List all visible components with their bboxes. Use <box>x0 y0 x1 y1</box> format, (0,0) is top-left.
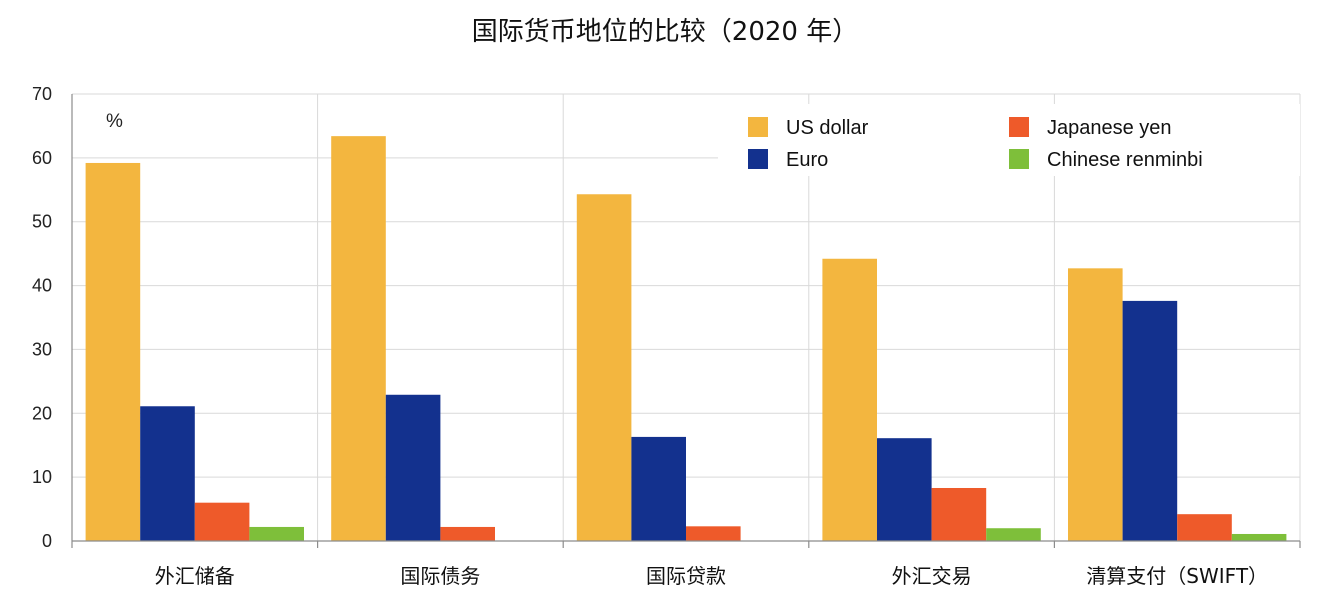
legend-swatch <box>1009 149 1029 169</box>
legend-swatch <box>1009 117 1029 137</box>
x-category-label: 外汇储备 <box>155 564 235 588</box>
bar <box>1122 300 1178 541</box>
y-tick-label: 40 <box>32 276 52 296</box>
x-axis-labels: 外汇储备 国际债务 国际贷款 外汇交易 清算支付（SWIFT） <box>155 564 1268 588</box>
legend-label: Japanese yen <box>1047 117 1172 139</box>
y-tick-label: 20 <box>32 403 52 423</box>
legend-swatch <box>748 117 768 137</box>
y-tick-label: 0 <box>42 531 52 551</box>
legend-label: Euro <box>786 149 828 171</box>
x-category-label: 外汇交易 <box>892 564 972 588</box>
y-tick-label: 70 <box>32 84 52 104</box>
bar <box>440 526 495 541</box>
bar <box>140 406 195 541</box>
bar <box>986 528 1041 541</box>
legend: US dollar Euro Japanese yen Chinese renminb… <box>718 104 1300 176</box>
bar <box>877 438 932 541</box>
bar <box>1177 514 1232 541</box>
bar <box>822 258 877 541</box>
bar <box>85 162 141 542</box>
bar <box>331 136 386 541</box>
legend-label: Chinese renminbi <box>1047 149 1203 171</box>
unit-label: % <box>106 111 123 132</box>
x-category-label: 国际贷款 <box>646 564 726 588</box>
y-tick-label: 50 <box>32 212 52 232</box>
bar <box>686 526 741 541</box>
bar <box>631 436 686 541</box>
bar <box>576 194 632 541</box>
chart-title: 国际货币地位的比较（2020 年） <box>472 17 858 47</box>
bar <box>194 502 250 541</box>
x-category-label: 清算支付（SWIFT） <box>1086 564 1268 588</box>
bar <box>931 487 987 541</box>
y-tick-label: 10 <box>32 467 52 487</box>
y-axis-ticks: 0 10 20 30 40 50 60 70 <box>32 84 52 551</box>
bar <box>249 526 304 541</box>
bar <box>1231 533 1287 541</box>
bar <box>385 394 441 541</box>
y-tick-label: 60 <box>32 148 52 168</box>
x-category-label: 国际债务 <box>400 564 480 588</box>
bars <box>85 136 1287 542</box>
axes <box>71 94 1301 548</box>
y-tick-label: 30 <box>32 339 52 359</box>
legend-label: US dollar <box>786 117 869 139</box>
legend-swatch <box>748 149 768 169</box>
bar <box>1068 268 1123 541</box>
